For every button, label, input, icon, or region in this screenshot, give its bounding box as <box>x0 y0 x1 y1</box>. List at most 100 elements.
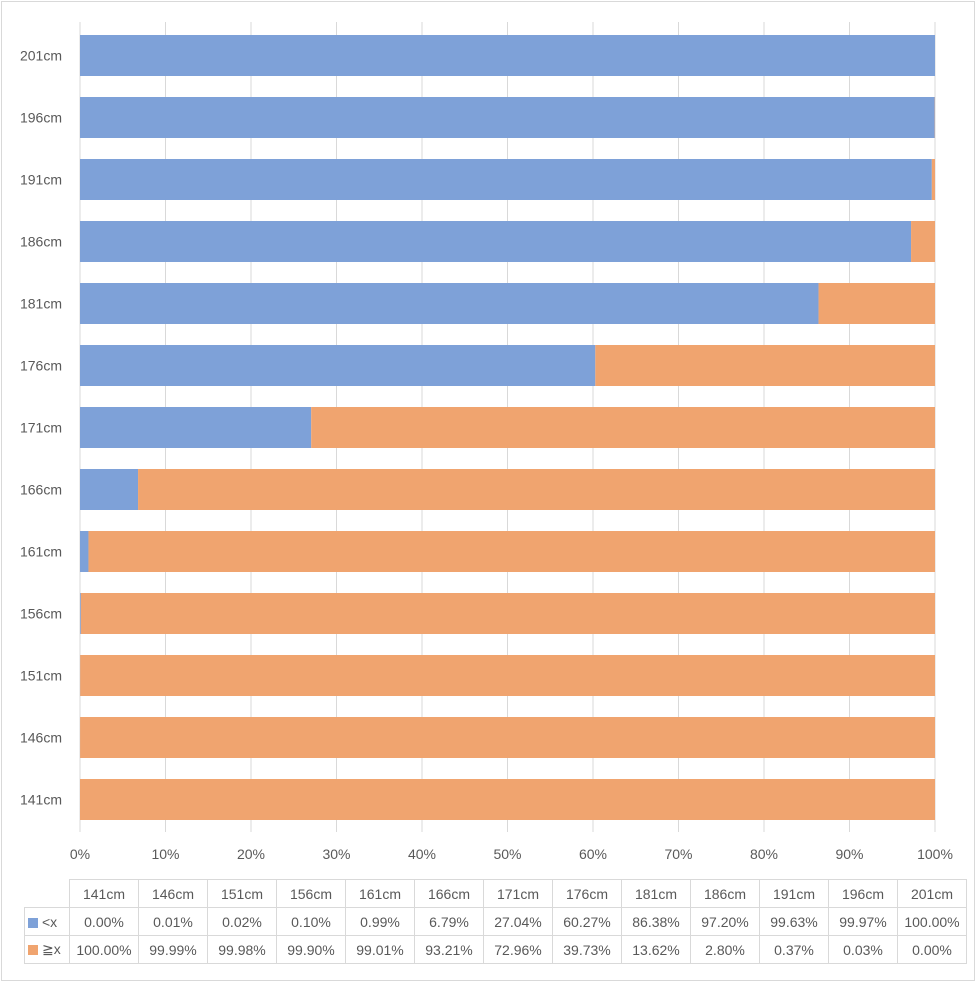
y-axis-labels: 201cm 196cm 191cm 186cm 181cm 176cm 171cm 166cm… <box>20 48 62 808</box>
table-cell: 13.62% <box>621 935 691 964</box>
table-header-cell: 151cm <box>207 879 277 908</box>
x-tick-label: 10% <box>151 846 179 862</box>
table-cell: 60.27% <box>552 907 622 936</box>
bar-segment-ge-x-186cm <box>911 221 935 262</box>
table-header-cell: 166cm <box>414 879 484 908</box>
legend-entry-lt-x: <x <box>24 907 70 936</box>
table-corner-cell <box>24 879 70 908</box>
bar-segment-ge-x-156cm <box>80 593 936 634</box>
legend-label: ≧x <box>42 941 61 957</box>
table-header-row: 141cm 146cm 151cm 156cm 161cm 166cm 171cm 176cm… <box>24 879 967 908</box>
bar-segment-lt-x-176cm <box>80 345 596 386</box>
y-tick-label: 151cm <box>20 668 62 684</box>
bar-segment-ge-x-166cm <box>138 469 935 510</box>
table-cell: 100.00% <box>69 935 139 964</box>
y-tick-label: 171cm <box>20 420 62 436</box>
table-cell: 100.00% <box>897 907 967 936</box>
table-cell: 0.00% <box>69 907 139 936</box>
bar-segment-ge-x-141cm <box>80 779 935 820</box>
table-row: ≧x 100.00% 99.99% 99.98% 99.90% 99.01% 93.21% 7… <box>24 935 967 964</box>
table-row: <x 0.00% 0.01% 0.02% 0.10% 0.99% 6.79% 27.04% 60… <box>24 907 967 936</box>
x-tick-label: 60% <box>579 846 607 862</box>
bar-segment-lt-x-161cm <box>80 531 89 572</box>
table-cell: 27.04% <box>483 907 553 936</box>
table-header-cell: 171cm <box>483 879 553 908</box>
table-header-cell: 191cm <box>759 879 829 908</box>
data-table: 141cm 146cm 151cm 156cm 161cm 166cm 171cm 176cm… <box>24 879 967 964</box>
table-cell: 97.20% <box>690 907 760 936</box>
x-tick-label: 70% <box>664 846 692 862</box>
x-tick-label: 80% <box>750 846 778 862</box>
y-tick-label: 156cm <box>20 606 62 622</box>
table-cell: 0.99% <box>345 907 415 936</box>
table-cell: 0.02% <box>207 907 277 936</box>
bar-segment-lt-x-156cm <box>80 593 81 634</box>
table-header-cell: 161cm <box>345 879 415 908</box>
x-tick-label: 20% <box>237 846 265 862</box>
x-tick-label: 90% <box>835 846 863 862</box>
table-cell: 99.90% <box>276 935 346 964</box>
bar-segment-lt-x-186cm <box>80 221 912 262</box>
y-tick-label: 186cm <box>20 234 62 250</box>
table-header-cell: 196cm <box>828 879 898 908</box>
x-axis-labels: 0% 10% 20% 30% 40% 50% 60% 70% 80% 90% 100% <box>70 846 953 862</box>
bar-segment-lt-x-181cm <box>80 283 819 324</box>
y-tick-label: 201cm <box>20 48 62 64</box>
bar-segment-ge-x-181cm <box>818 283 935 324</box>
table-cell: 0.01% <box>138 907 208 936</box>
y-tick-label: 146cm <box>20 730 62 746</box>
legend-label: <x <box>42 913 58 930</box>
table-cell: 0.37% <box>759 935 829 964</box>
table-cell: 0.00% <box>897 935 967 964</box>
table-cell: 99.63% <box>759 907 829 936</box>
table-cell: 99.98% <box>207 935 277 964</box>
bar-segment-lt-x-166cm <box>80 469 139 510</box>
legend-key <box>28 945 38 955</box>
bar-segment-ge-x-191cm <box>931 159 935 200</box>
x-tick-label: 100% <box>917 846 953 862</box>
table-header-cell: 141cm <box>69 879 139 908</box>
bars <box>80 35 936 820</box>
legend-entry-ge-x: ≧x <box>24 935 70 964</box>
x-tick-label: 30% <box>322 846 350 862</box>
table-header-cell: 176cm <box>552 879 622 908</box>
bar-segment-ge-x-161cm <box>88 531 936 572</box>
table-header-cell: 146cm <box>138 879 208 908</box>
table-header-cell: 181cm <box>621 879 691 908</box>
x-tick-label: 50% <box>493 846 521 862</box>
y-tick-label: 141cm <box>20 792 62 808</box>
y-tick-label: 161cm <box>20 544 62 560</box>
table-cell: 0.10% <box>276 907 346 936</box>
x-tick-label: 40% <box>408 846 436 862</box>
bar-segment-lt-x-201cm <box>80 35 935 76</box>
table-cell: 99.01% <box>345 935 415 964</box>
bar-segment-ge-x-146cm <box>80 717 935 758</box>
y-tick-label: 181cm <box>20 296 62 312</box>
legend-key <box>28 917 38 928</box>
table-header-cell: 201cm <box>897 879 967 908</box>
bar-segment-ge-x-151cm <box>80 655 935 696</box>
bar-segment-lt-x-171cm <box>80 407 312 448</box>
bar-segment-ge-x-171cm <box>311 407 935 448</box>
x-tick-label: 0% <box>70 846 90 862</box>
y-tick-label: 166cm <box>20 482 62 498</box>
table-cell: 93.21% <box>414 935 484 964</box>
bar-segment-lt-x-191cm <box>80 159 932 200</box>
table-cell: 2.80% <box>690 935 760 964</box>
y-tick-label: 176cm <box>20 358 62 374</box>
table-cell: 39.73% <box>552 935 622 964</box>
y-tick-label: 191cm <box>20 172 62 188</box>
table-cell: 72.96% <box>483 935 553 964</box>
table-cell: 86.38% <box>621 907 691 936</box>
table-header-cell: 156cm <box>276 879 346 908</box>
bar-segment-lt-x-196cm <box>80 97 935 138</box>
table-cell: 0.03% <box>828 935 898 964</box>
table-header-cell: 186cm <box>690 879 760 908</box>
table-cell: 99.99% <box>138 935 208 964</box>
y-tick-label: 196cm <box>20 110 62 126</box>
table-cell: 6.79% <box>414 907 484 936</box>
bar-segment-ge-x-176cm <box>595 345 935 386</box>
table-cell: 99.97% <box>828 907 898 936</box>
